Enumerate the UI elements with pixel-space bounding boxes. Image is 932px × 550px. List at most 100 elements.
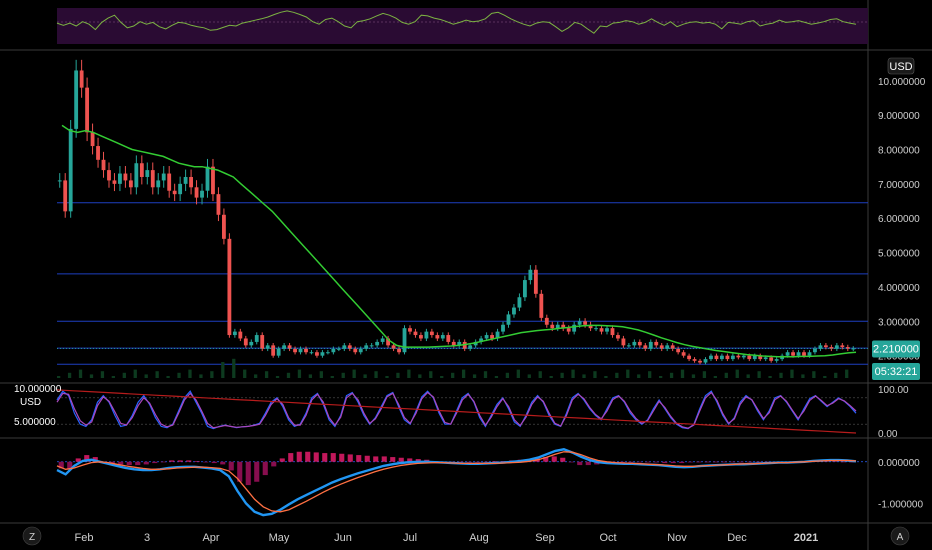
macd-histogram-bar [186, 460, 192, 462]
candle-body [539, 293, 544, 318]
macd-histogram-bar [492, 461, 498, 462]
candle-body [484, 335, 489, 339]
time-axis[interactable]: Feb 3 Apr May Jun Jul Aug Sep Oct Nov Dec 2021 [75, 532, 819, 544]
candle-body [79, 70, 84, 88]
macd-histogram-bar [313, 452, 319, 462]
volume-bar [440, 376, 444, 378]
volume-bar [505, 372, 510, 378]
candle-body [96, 146, 100, 160]
macd-histogram-bar [458, 461, 464, 463]
currency-badge[interactable]: USD [887, 57, 915, 75]
stoch-overlay-labels: 10.000000 USD 5.000000 [14, 384, 62, 428]
volume-bar [308, 374, 313, 378]
macd-histogram-bar [67, 461, 73, 470]
macd-histogram-bar [305, 451, 311, 462]
candle-body [112, 180, 117, 184]
candle-body [522, 280, 527, 298]
macd-histogram-bar [135, 461, 141, 466]
volume-bar [451, 372, 455, 378]
candle-body [758, 355, 763, 360]
candle-body [670, 345, 675, 349]
volume-bar [549, 376, 553, 378]
stoch-tick-0: 100.00 [878, 385, 909, 396]
candle-body [851, 348, 856, 350]
macd-histogram-bar [483, 461, 489, 463]
candle-body [720, 355, 724, 360]
candle-body [583, 321, 588, 325]
volume-bar [472, 374, 477, 378]
candle-body [107, 170, 111, 181]
candle-body [829, 347, 834, 349]
macd-pane[interactable]: 0.000000 -1.000000 [56, 448, 923, 517]
time-tick-6: Aug [469, 532, 489, 544]
rsi-band [57, 8, 868, 44]
macd-histogram-bar [203, 461, 209, 463]
macd-histogram-bar [653, 461, 659, 463]
candle-body [446, 335, 451, 342]
candle-body [823, 345, 828, 348]
volume-bar [593, 371, 597, 378]
price-axis[interactable]: 10.000000 9.000000 8.000000 7.000000 6.00000… [878, 77, 926, 363]
corner-right-button[interactable]: A [890, 526, 910, 546]
volume-bar [483, 371, 488, 378]
candle-body [315, 352, 319, 356]
volume-bar [604, 376, 608, 378]
candle-body [588, 324, 593, 329]
volume-bar [669, 372, 674, 378]
price-pane[interactable] [57, 59, 868, 378]
volume-bar [461, 369, 466, 378]
candle-body [572, 324, 577, 332]
price-tick-4: 6.000000 [878, 214, 920, 225]
volume-bar [341, 372, 345, 378]
corner-left-button[interactable]: Z [22, 526, 42, 546]
volume-bar [571, 369, 575, 378]
macd-histogram-bar [500, 461, 506, 462]
macd-tick-1: -1.000000 [878, 499, 923, 510]
candle-body [462, 341, 467, 349]
candle-body [818, 345, 823, 349]
macd-histogram-bar [347, 454, 353, 462]
volume-bar [133, 369, 137, 378]
candle-body [616, 335, 620, 339]
volume-bar [243, 369, 247, 378]
candle-body [681, 352, 686, 356]
macd-histogram-bar [415, 459, 421, 462]
macd-histogram-bar [75, 458, 81, 462]
stoch-pane[interactable]: 100.00 0.00 [56, 385, 909, 440]
macd-histogram-bar [58, 461, 64, 469]
candle-body [364, 345, 369, 349]
rsi-line [56, 10, 857, 34]
volume-bar [330, 376, 334, 378]
volume-bar [845, 369, 849, 378]
candle-body [238, 331, 243, 339]
candle-body [90, 132, 95, 147]
stoch-currency-overlay: USD [20, 397, 41, 408]
volume-bar [724, 372, 728, 378]
volume-bar [494, 376, 499, 378]
volume-bar [67, 372, 72, 378]
candle-body [736, 355, 741, 358]
volume-bar [626, 369, 630, 378]
candle-body [331, 348, 336, 353]
candle-body [249, 341, 254, 346]
stoch-top-overlay: 10.000000 [14, 384, 62, 395]
volume-bar [615, 372, 619, 378]
candle-body [528, 269, 533, 281]
candle-body [156, 180, 161, 188]
candle-body [544, 317, 549, 325]
macd-histogram-bar [262, 461, 268, 476]
candle-body [725, 355, 730, 360]
time-tick-11: 2021 [794, 532, 818, 544]
macd-histogram-bar [245, 461, 251, 486]
rsi-pane[interactable] [56, 8, 868, 44]
macd-histogram-bar [390, 457, 396, 462]
volume-bar [527, 374, 531, 378]
candle-body [128, 180, 133, 188]
macd-histogram-bar [755, 461, 761, 463]
macd-signal-line [56, 451, 857, 513]
candle-body [796, 352, 801, 356]
candle-body [687, 355, 692, 360]
volume-bar [582, 374, 586, 378]
volume-bar [779, 372, 783, 378]
candle-body [665, 345, 670, 349]
